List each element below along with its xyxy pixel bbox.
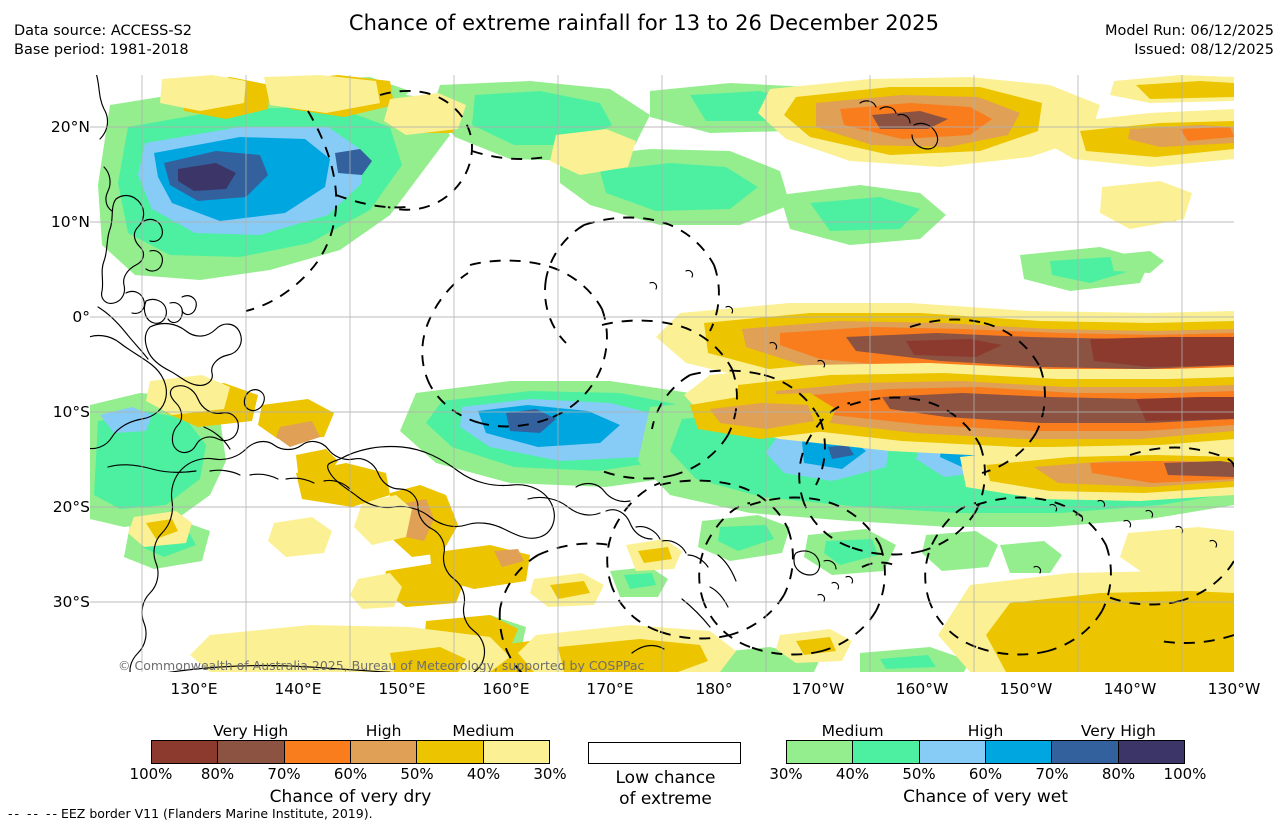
x-tick-130e: 130°E: [170, 680, 218, 698]
legend-wet-colorbar[interactable]: [786, 740, 1185, 764]
x-tick-180: 180°: [695, 680, 733, 698]
y-tick-20s: 20°S: [52, 498, 90, 516]
data-source-label: Data source: ACCESS-S2: [14, 23, 193, 39]
legend-wet-swatch-30[interactable]: [787, 741, 854, 763]
legend-dry-tick-60: 60%: [333, 765, 368, 783]
legend-very-dry: Very High High Medium 100% 80% 70% 60% 5…: [130, 720, 567, 807]
legend-wet-tick-100: 100%: [1163, 765, 1207, 783]
legend-wet-tick-80: 80%: [1101, 765, 1136, 783]
legend-dry-cat-medium: Medium: [452, 722, 515, 740]
eez-borders: [245, 89, 1234, 672]
coastlines: [90, 75, 1218, 672]
legend-wet-categories: Medium High Very High: [786, 720, 1185, 740]
legend-wet-tick-30: 30%: [769, 765, 803, 783]
legend-low-chance: Low chance of extreme: [588, 742, 743, 810]
y-tick-20n: 20°N: [50, 118, 90, 136]
legend-wet-cat-high: High: [967, 722, 1004, 740]
issued-label: Issued: 08/12/2025: [1134, 42, 1274, 58]
y-tick-10n: 10°N: [50, 213, 90, 231]
legend-dry-swatch-100[interactable]: [152, 741, 219, 763]
page-title: Chance of extreme rainfall for 13 to 26 …: [348, 11, 940, 35]
x-tick-160w: 160°W: [895, 680, 949, 698]
legend-wet-swatch-40[interactable]: [853, 741, 920, 763]
legend-wet-tick-70: 70%: [1035, 765, 1069, 783]
eez-footnote: -- -- -- EEZ border V11 (Flanders Marine …: [8, 806, 373, 821]
legend-low-chance-line2: of extreme: [619, 789, 712, 809]
header-right-block: Model Run: 06/12/2025 Issued: 08/12/2025: [1105, 22, 1274, 60]
legend-low-chance-swatch[interactable]: [588, 742, 741, 764]
x-tick-140w: 140°W: [1103, 680, 1157, 698]
legend-dry-cat-high: High: [365, 722, 402, 740]
map-plot-area[interactable]: © Commonwealth of Australia 2025, Bureau…: [90, 75, 1234, 672]
y-tick-30s: 30°S: [52, 593, 90, 611]
x-tick-130w: 130°W: [1207, 680, 1261, 698]
legend-wet-ticks: 30% 40% 50% 60% 70% 80% 100%: [769, 765, 1206, 785]
legend-dry-caption: Chance of very dry: [269, 787, 432, 807]
x-tick-170w: 170°W: [791, 680, 845, 698]
x-tick-140e: 140°E: [274, 680, 322, 698]
legend-wet-tick-50: 50%: [902, 765, 936, 783]
y-tick-0: 0°: [72, 308, 90, 326]
legend-wet-swatch-60[interactable]: [985, 741, 1053, 763]
legend-dry-tick-70: 70%: [267, 765, 301, 783]
legend-wet-cat-medium: Medium: [821, 722, 884, 740]
dashed-line-icon: -- -- --: [8, 806, 60, 821]
eez-footnote-text: EEZ border V11 (Flanders Marine Institut…: [61, 806, 373, 821]
legend-dry-swatch-80[interactable]: [218, 741, 285, 763]
model-run-label: Model Run: 06/12/2025: [1104, 23, 1274, 39]
legend-dry-cat-very-high: Very High: [213, 722, 289, 740]
legend-very-wet: Medium High Very High 30% 40% 50% 60% 70…: [769, 720, 1206, 807]
legend-wet-caption: Chance of very wet: [903, 787, 1068, 807]
rainfall-probability-map[interactable]: [90, 75, 1234, 672]
legend-dry-swatch-40[interactable]: [483, 741, 549, 763]
legend-dry-tick-40: 40%: [466, 765, 501, 783]
legend-wet-swatch-50[interactable]: [919, 741, 986, 763]
legend-dry-tick-80: 80%: [200, 765, 235, 783]
legend-wet-swatch-70[interactable]: [1052, 741, 1119, 763]
legend-dry-tick-100: 100%: [129, 765, 173, 783]
legend-dry-ticks: 100% 80% 70% 60% 50% 40% 30%: [130, 765, 567, 785]
legend-dry-swatch-60[interactable]: [350, 741, 418, 763]
x-tick-150w: 150°W: [999, 680, 1053, 698]
x-tick-170e: 170°E: [586, 680, 634, 698]
legend-dry-swatch-70[interactable]: [284, 741, 351, 763]
legend-wet-tick-60: 60%: [968, 765, 1003, 783]
x-tick-160e: 160°E: [482, 680, 530, 698]
legend-dry-swatch-50[interactable]: [417, 741, 484, 763]
legend-dry-categories: Very High High Medium: [151, 720, 550, 740]
dry-probability-shading: [128, 75, 1234, 672]
map-gridlines: [90, 75, 1234, 672]
x-tick-150e: 150°E: [378, 680, 426, 698]
legend-wet-swatch-80[interactable]: [1118, 741, 1184, 763]
legend-low-chance-caption: Low chance of extreme: [588, 768, 743, 810]
legend-low-chance-line1: Low chance: [615, 768, 716, 788]
base-period-label: Base period: 1981-2018: [14, 42, 189, 58]
header-left-block: Data source: ACCESS-S2 Base period: 1981…: [14, 22, 192, 60]
legend-dry-tick-30: 30%: [533, 765, 567, 783]
legend-dry-tick-50: 50%: [400, 765, 434, 783]
y-tick-10s: 10°S: [52, 403, 90, 421]
legend-wet-cat-very-high: Very High: [1080, 722, 1156, 740]
legend-wet-tick-40: 40%: [835, 765, 870, 783]
legend-dry-colorbar[interactable]: [151, 740, 550, 764]
